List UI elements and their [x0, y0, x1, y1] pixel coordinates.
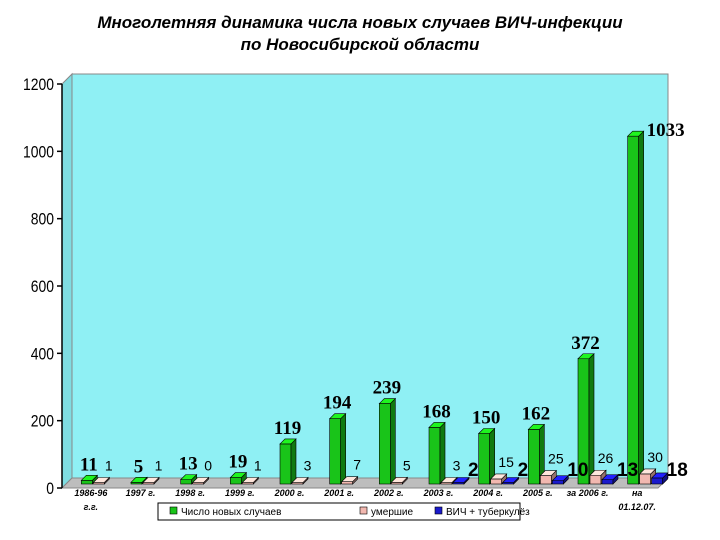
bar-cases [577, 353, 595, 485]
x-tick-label: 2003 г. [423, 488, 454, 498]
bar-tb [551, 474, 570, 485]
data-label-cases: 119 [274, 418, 301, 439]
legend-label: умершие [371, 507, 413, 518]
data-label-cases: 162 [522, 403, 551, 424]
data-label-cases: 194 [323, 393, 352, 414]
legend-box [157, 502, 521, 521]
bar-deaths [191, 476, 210, 485]
data-label-tb: 13 [617, 460, 638, 481]
data-label-cases: 372 [571, 333, 600, 354]
data-label-deaths: 3 [304, 458, 312, 474]
y-tick-label: 600 [31, 278, 55, 297]
x-tick-label: 1997 г. [126, 488, 156, 498]
bar-deaths [489, 473, 508, 485]
data-label-cases: 11 [80, 454, 98, 475]
data-label-cases: 150 [472, 408, 501, 429]
bar-cases [428, 421, 446, 485]
x-tick-label: на [632, 488, 642, 498]
data-label-cases: 13 [179, 454, 198, 475]
chart-title: Многолетняя динамика числа новых случаев… [97, 13, 623, 32]
data-label-deaths: 30 [647, 449, 663, 465]
data-label-deaths: 1 [254, 458, 262, 474]
legend-swatch [169, 506, 178, 515]
y-tick-label: 400 [31, 345, 55, 364]
data-label-cases: 239 [373, 378, 402, 399]
x-tick-label: 1999 г. [225, 488, 255, 498]
bar-tb [501, 476, 520, 485]
bar-cases [328, 412, 347, 485]
data-label-deaths: 7 [353, 457, 361, 473]
y-tick-label: 1000 [23, 143, 54, 162]
y-tick-label: 0 [46, 480, 54, 499]
bar-tb [601, 473, 619, 485]
legend-swatch [359, 506, 368, 515]
bar-tb [452, 476, 470, 485]
data-label-cases: 5 [134, 456, 144, 477]
legend-swatch [434, 506, 443, 515]
x-tick-label: 2002 г. [373, 488, 404, 498]
data-label-deaths: 1 [155, 458, 163, 474]
y-tick-label: 800 [31, 210, 55, 229]
data-label-tb: 18 [667, 460, 688, 481]
bar-deaths [340, 475, 359, 485]
bar-deaths [291, 476, 309, 485]
bar-cases [279, 438, 297, 485]
x-tick-label: 2001 г. [323, 488, 354, 498]
data-label-cases: 1033 [647, 120, 685, 141]
chart-title-block: Многолетняя динамика числа новых случаев… [0, 12, 720, 56]
x-tick-label: 2000 г. [274, 488, 305, 498]
plot-back-wall [71, 73, 669, 479]
x-tick-label: 01.12.07. [618, 502, 656, 512]
bar-tb [650, 472, 669, 485]
data-label-deaths: 26 [598, 450, 614, 466]
bar-cases [527, 423, 546, 485]
y-tick-label: 1200 [23, 76, 54, 95]
x-tick-label: 1986-96 [74, 488, 108, 498]
bar-cases [626, 130, 645, 485]
bar-deaths [142, 476, 160, 485]
bar-deaths [241, 476, 260, 485]
x-tick-label: 2004 г. [472, 488, 503, 498]
data-label-cases: 168 [422, 401, 451, 422]
x-tick-label: за 2006 г. [567, 488, 609, 498]
bar-deaths [390, 476, 409, 485]
x-tick-label: 1998 г. [175, 488, 205, 498]
chart-subtitle: по Новосибирской области [240, 35, 480, 54]
data-label-deaths: 5 [403, 457, 411, 473]
x-tick-label: 2005 г. [522, 488, 553, 498]
data-label-deaths: 15 [498, 454, 514, 470]
y-tick-label: 200 [31, 412, 55, 431]
data-label-deaths: 25 [548, 451, 564, 467]
bar-cases [378, 397, 397, 485]
data-label-deaths: 1 [105, 458, 113, 474]
bar-deaths [539, 469, 558, 485]
x-tick-label: г.г. [84, 502, 98, 512]
data-label-deaths: 3 [453, 458, 461, 474]
plot-side-wall [61, 72, 73, 490]
bar-deaths [92, 476, 111, 485]
legend-label: ВИЧ + туберкулёз [446, 506, 530, 518]
data-label-deaths: 0 [204, 458, 212, 474]
bar-cases [477, 427, 496, 485]
legend-label: Число новых случаев [181, 507, 281, 518]
data-label-tb: 2 [518, 460, 529, 481]
data-label-tb: 10 [567, 460, 588, 481]
data-label-cases: 19 [228, 452, 247, 473]
data-label-tb: 2 [468, 460, 479, 481]
